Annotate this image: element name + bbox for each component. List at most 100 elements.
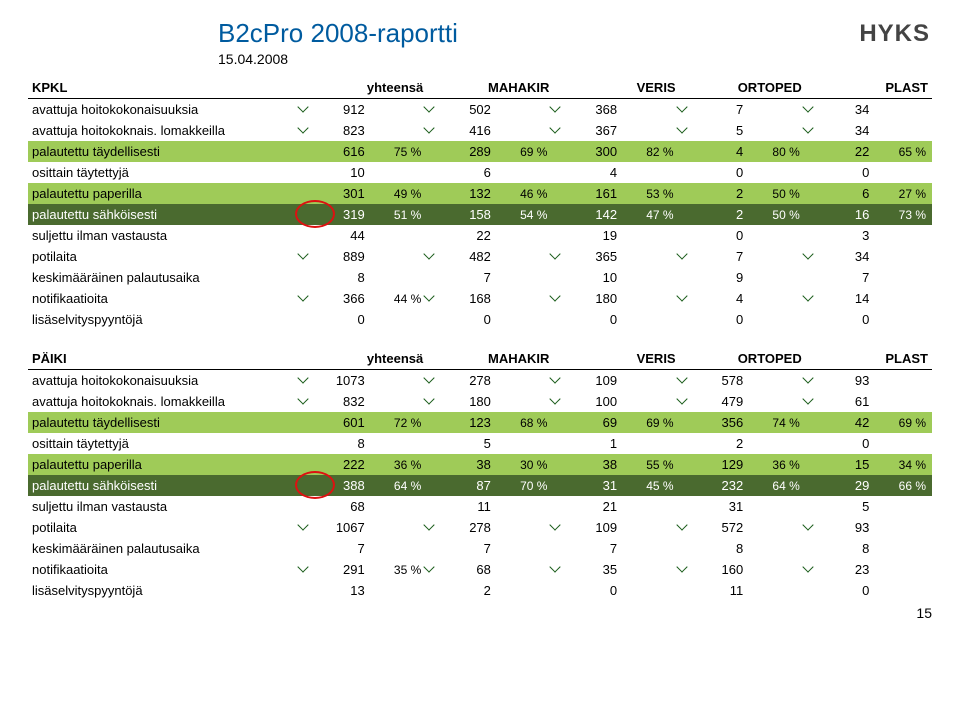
percent-cell: 35 % [369,559,428,580]
percent-cell: 72 % [369,412,428,433]
column-header: MAHAKIR [427,348,553,370]
value-cell: 1 [553,433,621,454]
value-cell: 388 [301,475,369,496]
row-label: osittain täytettyjä [28,433,301,454]
value-cell: 42 [806,412,874,433]
value-cell: 0 [806,162,874,183]
data-table: KPKLyhteensäMAHAKIRVERISORTOPEDPLASTavat… [28,77,932,330]
percent-cell [369,433,428,454]
percent-cell [621,496,680,517]
value-cell: 479 [680,391,748,412]
value-cell: 7 [806,267,874,288]
percent-cell: 50 % [747,183,806,204]
percent-cell [621,391,680,412]
percent-cell [369,267,428,288]
percent-cell [495,559,554,580]
value-cell: 6 [806,183,874,204]
value-cell: 0 [553,309,621,330]
row-label: palautettu sähköisesti [28,475,301,496]
value-cell: 22 [806,141,874,162]
column-header: VERIS [553,77,679,99]
value-cell: 14 [806,288,874,309]
table-row: osittain täytettyjä106400 [28,162,932,183]
value-cell: 0 [680,162,748,183]
value-cell: 35 [553,559,621,580]
row-label: avattuja hoitokokonaisuuksia [28,370,301,391]
row-label: palautettu sähköisesti [28,204,301,225]
value-cell: 4 [553,162,621,183]
percent-cell: 75 % [369,141,428,162]
value-cell: 300 [553,141,621,162]
value-cell: 109 [553,370,621,391]
percent-cell [369,517,428,538]
table-row: suljettu ilman vastausta681121315 [28,496,932,517]
table-row: potilaita889482365734 [28,246,932,267]
percent-cell [621,370,680,391]
percent-cell: 66 % [873,475,932,496]
value-cell: 22 [427,225,495,246]
value-cell: 38 [427,454,495,475]
percent-cell [621,267,680,288]
percent-cell: 49 % [369,183,428,204]
percent-cell [621,538,680,559]
percent-cell: 73 % [873,204,932,225]
percent-cell [873,225,932,246]
value-cell: 123 [427,412,495,433]
percent-cell: 80 % [747,141,806,162]
value-cell: 11 [427,496,495,517]
percent-cell [369,99,428,120]
percent-cell [495,433,554,454]
percent-cell [621,309,680,330]
value-cell: 19 [553,225,621,246]
percent-cell [747,99,806,120]
percent-cell [873,496,932,517]
value-cell: 180 [427,391,495,412]
percent-cell [369,120,428,141]
percent-cell [369,162,428,183]
table-row: lisäselvityspyyntöjä00000 [28,309,932,330]
table-row: osittain täytettyjä85120 [28,433,932,454]
value-cell: 889 [301,246,369,267]
percent-cell [747,559,806,580]
table-row: palautettu sähköisesti31951 %15854 %1424… [28,204,932,225]
value-cell: 68 [427,559,495,580]
row-label: notifikaatioita [28,559,301,580]
percent-cell [747,246,806,267]
table-row: potilaita106727810957293 [28,517,932,538]
table-row: notifikaatioita36644 %168180414 [28,288,932,309]
percent-cell [495,267,554,288]
value-cell: 2 [427,580,495,601]
percent-cell: 44 % [369,288,428,309]
value-cell: 61 [806,391,874,412]
value-cell: 0 [680,309,748,330]
table-row: lisäselvityspyyntöjä1320110 [28,580,932,601]
value-cell: 601 [301,412,369,433]
row-label: suljettu ilman vastausta [28,496,301,517]
value-cell: 823 [301,120,369,141]
column-header: yhteensä [301,348,427,370]
percent-cell: 34 % [873,454,932,475]
row-label: avattuja hoitokoknais. lomakkeilla [28,120,301,141]
table-row: avattuja hoitokoknais. lomakkeilla832180… [28,391,932,412]
percent-cell [621,99,680,120]
percent-cell [873,559,932,580]
brand-logo: HYKS [859,20,930,48]
table-row: suljettu ilman vastausta44221903 [28,225,932,246]
percent-cell [369,246,428,267]
value-cell: 168 [427,288,495,309]
row-label: lisäselvityspyyntöjä [28,309,301,330]
table-row: palautettu paperilla22236 %3830 %3855 %1… [28,454,932,475]
column-header: PLAST [806,77,932,99]
value-cell: 2 [680,204,748,225]
percent-cell [747,309,806,330]
value-cell: 10 [301,162,369,183]
row-label: avattuja hoitokokonaisuuksia [28,99,301,120]
row-label: palautettu täydellisesti [28,141,301,162]
percent-cell [621,517,680,538]
value-cell: 368 [553,99,621,120]
value-cell: 232 [680,475,748,496]
percent-cell [873,517,932,538]
value-cell: 1073 [301,370,369,391]
report-date: 15.04.2008 [218,51,932,67]
value-cell: 21 [553,496,621,517]
